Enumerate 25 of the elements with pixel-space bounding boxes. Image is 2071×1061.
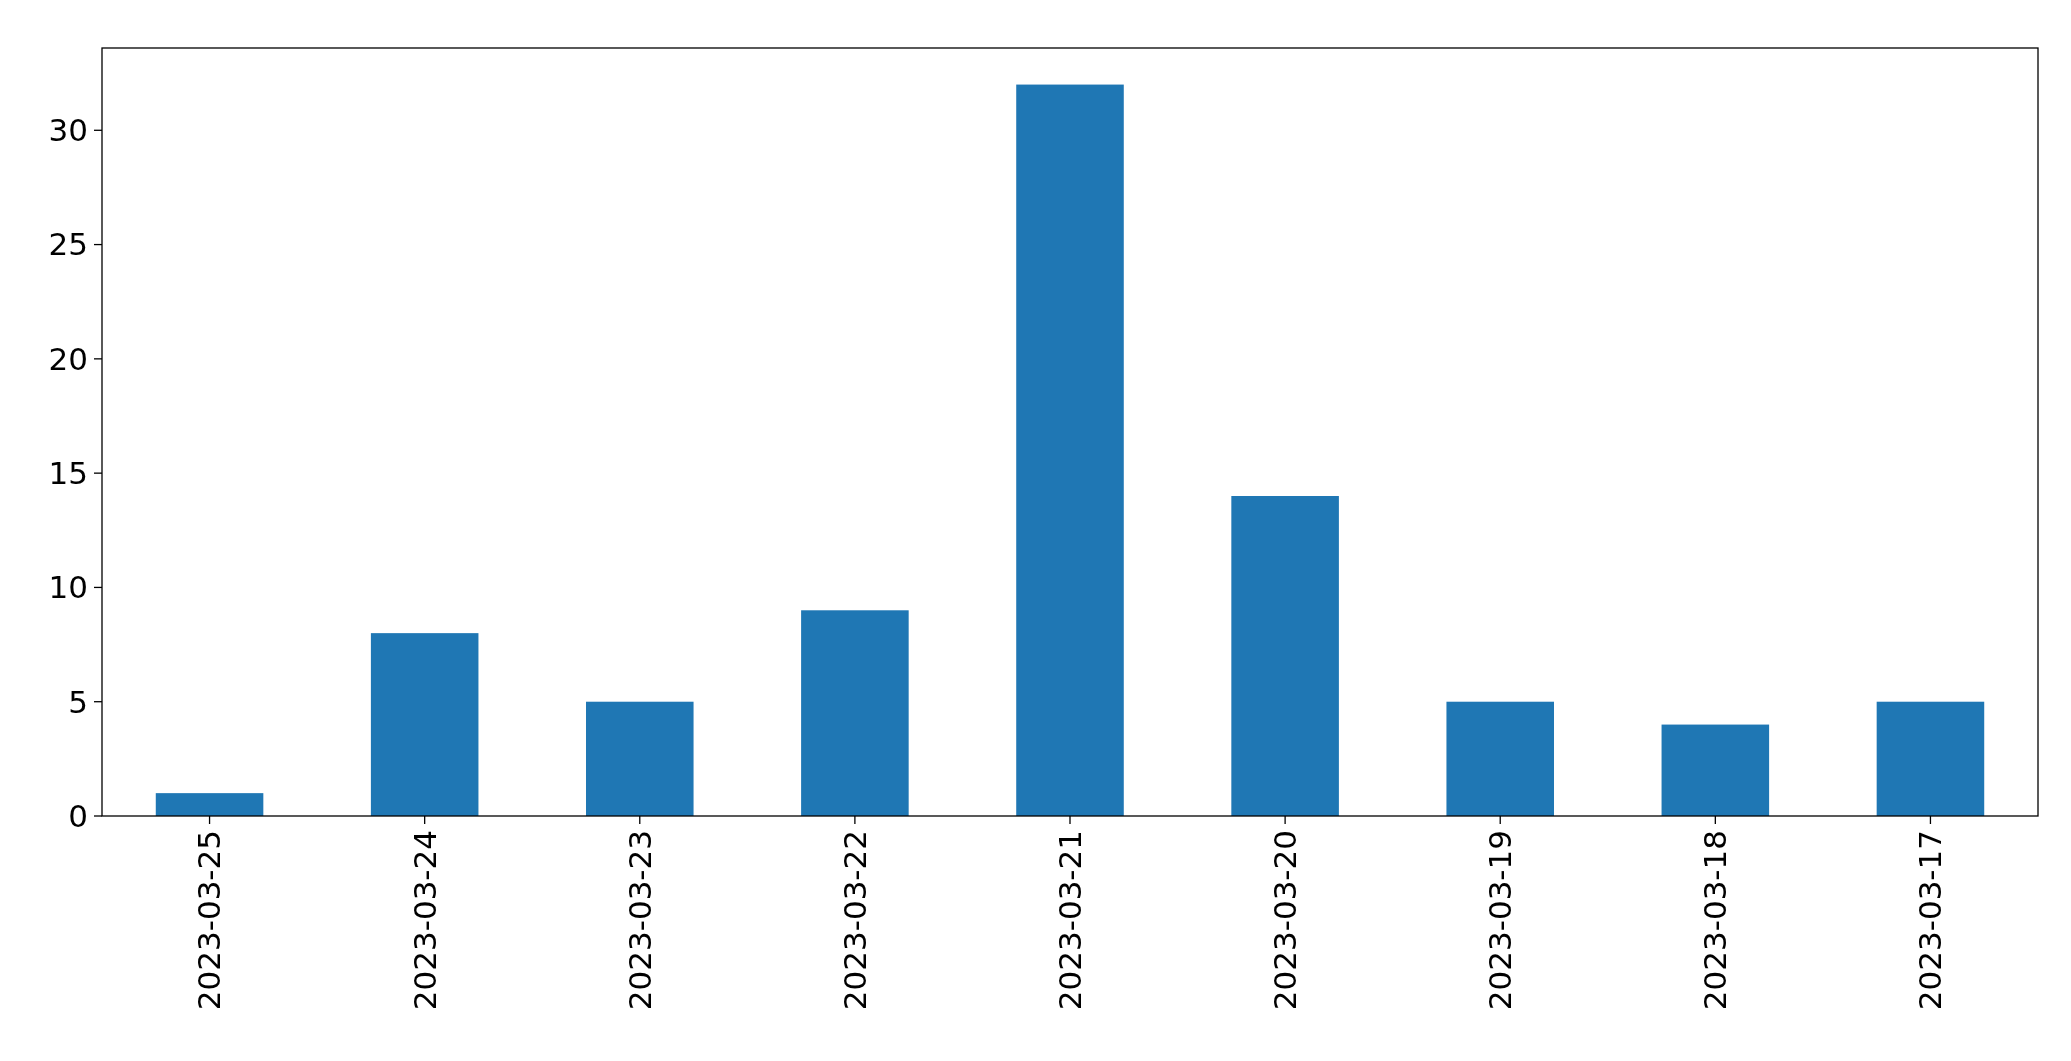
y-tick-label: 30 [48, 112, 88, 149]
y-tick-label: 0 [68, 797, 88, 834]
x-tick-label: 2023-03-25 [191, 830, 228, 1011]
x-tick-label: 2023-03-19 [1482, 830, 1519, 1011]
y-tick-label: 10 [48, 569, 88, 606]
x-tick-label: 2023-03-24 [406, 830, 443, 1011]
bar [370, 633, 479, 816]
y-tick-label: 20 [48, 340, 88, 377]
x-tick-label: 2023-03-23 [621, 830, 658, 1011]
y-tick-label: 15 [48, 454, 88, 491]
bar [1016, 84, 1124, 816]
x-tick-label: 2023-03-22 [836, 830, 873, 1011]
x-tick-label: 2023-03-20 [1266, 830, 1303, 1011]
bar [801, 610, 909, 816]
y-tick-label: 5 [68, 683, 88, 720]
bar [1661, 724, 1770, 816]
bar [586, 701, 694, 816]
x-tick-label: 2023-03-18 [1697, 830, 1734, 1011]
bar [155, 793, 264, 816]
x-tick-label: 2023-03-17 [1912, 830, 1949, 1011]
bar [1446, 701, 1554, 816]
bar [1231, 496, 1339, 816]
y-tick-label: 25 [48, 226, 88, 263]
x-tick-label: 2023-03-21 [1051, 830, 1088, 1011]
bar [1876, 701, 1985, 816]
